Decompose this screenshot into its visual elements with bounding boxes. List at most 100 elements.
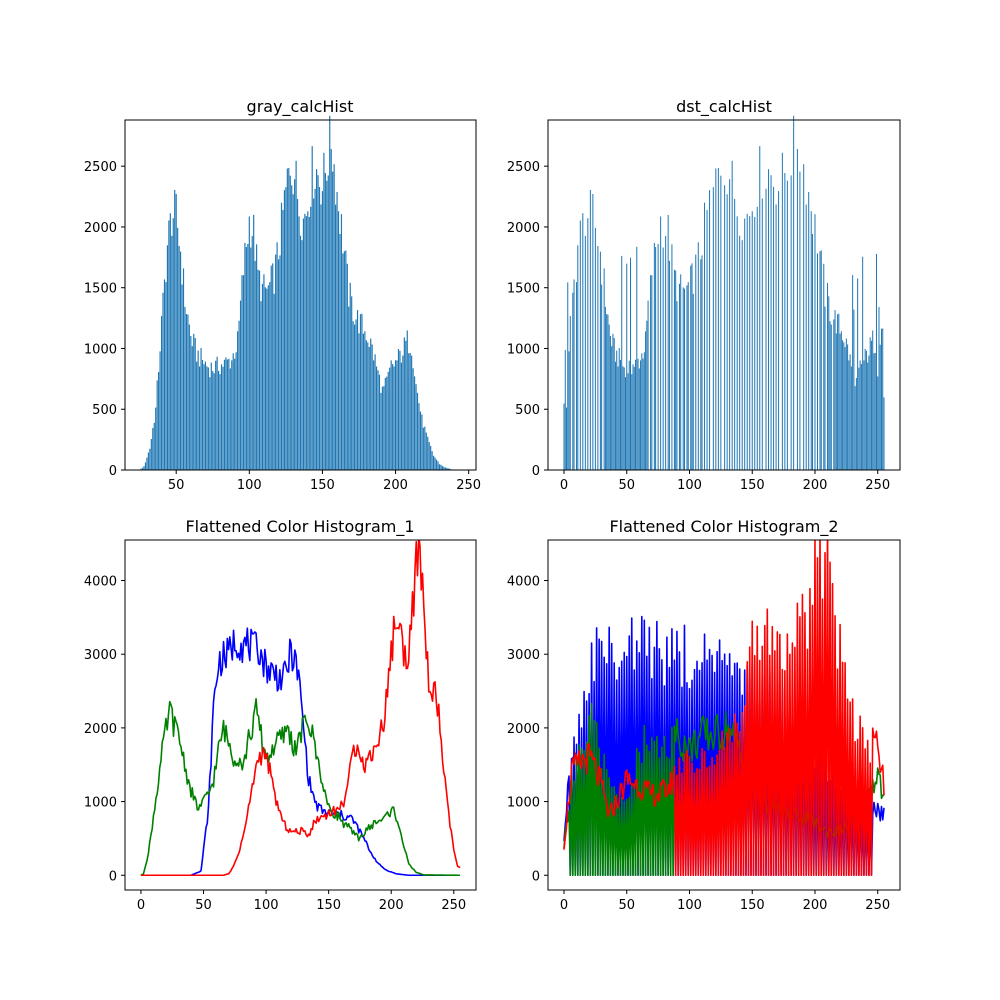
bar (358, 333, 360, 470)
bar (256, 244, 258, 470)
bar (163, 279, 166, 470)
bar (301, 240, 303, 470)
x-tick-label: 150 (740, 478, 765, 493)
bar (805, 204, 807, 471)
bar (194, 338, 196, 470)
plot-frame (547, 539, 901, 891)
bar (178, 246, 180, 470)
bar (162, 292, 164, 470)
bar (849, 354, 851, 470)
bar (609, 335, 611, 470)
bar (248, 216, 250, 470)
bar (853, 309, 855, 470)
bar (403, 337, 405, 470)
bar (283, 190, 285, 470)
bar (251, 235, 253, 470)
bar (589, 190, 591, 470)
bar (299, 235, 302, 470)
bar (277, 259, 280, 470)
bar (229, 368, 231, 470)
bar (280, 202, 283, 470)
plot-frame (124, 119, 477, 471)
y-tick-label: 1500 (507, 282, 540, 297)
bar (641, 353, 643, 470)
axis-ticks: 0 50 100 150 200 250 0 1000 2000 3000 4000 (84, 575, 466, 913)
bar (393, 366, 395, 470)
plot-frame (547, 119, 901, 471)
bar (199, 366, 201, 470)
y-tick-label: 2500 (84, 160, 117, 175)
bar (579, 220, 581, 470)
bar (181, 284, 183, 470)
bar (218, 370, 220, 470)
bar (386, 376, 388, 470)
bar (171, 235, 173, 470)
bar (373, 360, 375, 470)
bar (667, 214, 669, 470)
bar (147, 452, 149, 470)
bar (828, 296, 830, 470)
bar (576, 282, 578, 470)
bar (430, 445, 432, 470)
bar (706, 210, 708, 471)
bar (343, 251, 345, 470)
bar (156, 380, 158, 470)
x-tick-label: 0 (137, 898, 145, 913)
bar (285, 187, 287, 470)
bar (210, 362, 212, 470)
bar (153, 422, 155, 470)
bar (204, 361, 207, 470)
y-tick-label: 1000 (84, 342, 117, 357)
bar (564, 349, 566, 470)
bar (630, 257, 632, 470)
bar (668, 260, 670, 470)
bar (355, 319, 357, 470)
bar (651, 275, 653, 470)
bar (304, 213, 306, 470)
bar (413, 376, 416, 470)
bar (624, 377, 626, 470)
bar (568, 351, 570, 470)
bar (146, 457, 148, 470)
x-tick-label: 200 (803, 898, 828, 913)
bar (222, 366, 224, 470)
bar (368, 347, 370, 470)
axis-ticks: 0 50 100 150 200 250 0 1000 2000 3000 4000 (507, 575, 890, 913)
bar (269, 282, 271, 470)
x-tick-label: 250 (441, 898, 466, 913)
bar (196, 361, 198, 470)
y-tick-label: 1500 (84, 282, 117, 297)
series-line (140, 697, 461, 877)
bar (381, 386, 383, 470)
bar (342, 253, 344, 470)
bar (621, 255, 623, 470)
bar (177, 227, 179, 470)
series-line (140, 540, 461, 877)
bar (324, 172, 326, 470)
bar (392, 364, 394, 470)
bar (678, 283, 680, 470)
x-tick-label: 250 (865, 898, 890, 913)
bar (601, 284, 603, 470)
bar (272, 263, 274, 470)
bar (400, 362, 402, 470)
bar (759, 146, 761, 470)
bar (697, 242, 699, 470)
bar (640, 360, 642, 470)
bar (182, 268, 185, 470)
bar (781, 152, 783, 470)
x-tick-label: 100 (254, 898, 279, 913)
bar (443, 466, 445, 470)
bar (627, 373, 629, 470)
bar (184, 306, 186, 470)
bar (686, 285, 688, 470)
y-tick-label: 4000 (84, 575, 117, 590)
bar (253, 214, 255, 470)
bar (397, 348, 400, 470)
bar (185, 314, 188, 470)
bar (332, 171, 334, 471)
bar (231, 360, 233, 470)
bar (263, 274, 265, 470)
bar (810, 211, 812, 470)
